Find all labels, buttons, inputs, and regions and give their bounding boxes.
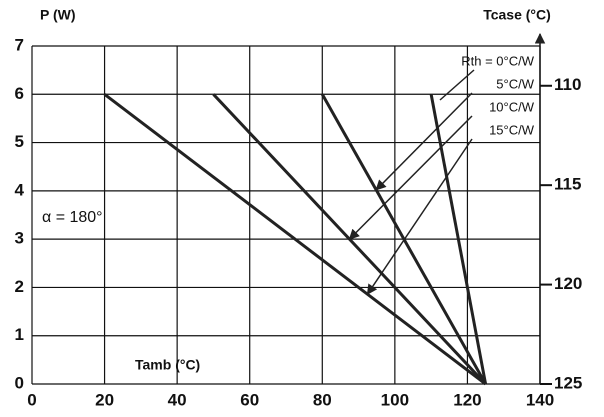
y2-tick-label: 110 [554,75,581,94]
y2-tick-label: 125 [554,373,582,392]
label-arrow [375,92,473,191]
x-tick-label: 40 [168,390,187,409]
label-arrow [439,69,475,101]
series-label: 10°C/W [489,99,535,114]
x-tick-label: 80 [313,390,332,409]
line [429,94,488,385]
x-tick-label: 0 [27,390,36,409]
y-tick-label: 4 [15,180,25,199]
label-arrow [366,138,473,296]
x-tick-label: 60 [240,390,259,409]
annotation: α = 180° [42,209,103,226]
y2-axis-label: Tcase (°C) [483,7,551,23]
x-tick-label: 100 [381,390,409,409]
x-tick-label: 140 [526,390,554,409]
series-label: 15°C/W [489,122,535,137]
y2-tick-label: 115 [554,175,581,194]
y-tick-label: 1 [15,325,24,344]
y-axis-label: P (W) [40,7,76,23]
y-tick-label: 6 [15,84,24,103]
y-tick-label: 3 [15,229,24,248]
x-tick-label: 120 [453,390,481,409]
x-axis-label: Tamb (°C) [135,357,200,373]
y2-tick-label: 120 [554,274,582,293]
label-arrow [348,115,473,240]
line [103,93,487,386]
x-tick-label: 20 [95,390,114,409]
y-tick-label: 2 [15,277,24,296]
y-tick-label: 7 [15,35,24,54]
y-tick-label: 0 [15,373,24,392]
series-label: 5°C/W [496,76,534,91]
series-label: Rth = 0°C/W [461,53,534,68]
y-tick-label: 5 [15,132,24,151]
